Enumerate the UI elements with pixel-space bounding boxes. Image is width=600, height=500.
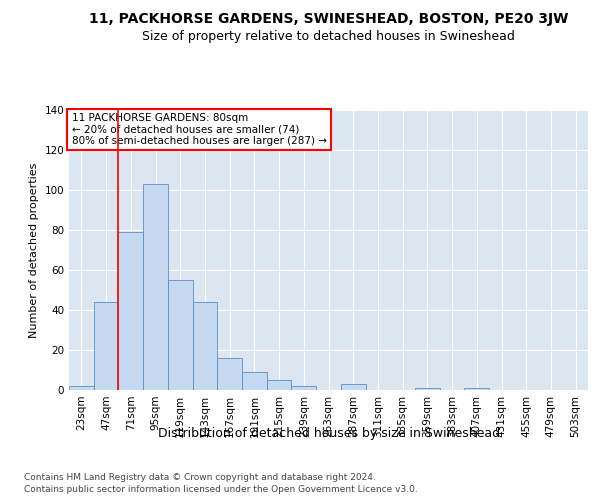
Bar [267, 380, 292, 390]
Bar [193, 302, 217, 390]
Bar [242, 372, 267, 390]
Bar [217, 358, 242, 390]
Text: Size of property relative to detached houses in Swineshead: Size of property relative to detached ho… [142, 30, 515, 43]
Text: Contains public sector information licensed under the Open Government Licence v3: Contains public sector information licen… [24, 485, 418, 494]
Text: Distribution of detached houses by size in Swineshead: Distribution of detached houses by size … [158, 428, 500, 440]
Bar [143, 184, 168, 390]
Text: Contains HM Land Registry data © Crown copyright and database right 2024.: Contains HM Land Registry data © Crown c… [24, 472, 376, 482]
Bar [464, 388, 489, 390]
Bar [94, 302, 118, 390]
Bar [415, 388, 440, 390]
Bar [292, 386, 316, 390]
Bar [69, 386, 94, 390]
Bar [341, 384, 365, 390]
Bar [168, 280, 193, 390]
Y-axis label: Number of detached properties: Number of detached properties [29, 162, 39, 338]
Text: 11 PACKHORSE GARDENS: 80sqm
← 20% of detached houses are smaller (74)
80% of sem: 11 PACKHORSE GARDENS: 80sqm ← 20% of det… [71, 113, 326, 146]
Bar [118, 232, 143, 390]
Text: 11, PACKHORSE GARDENS, SWINESHEAD, BOSTON, PE20 3JW: 11, PACKHORSE GARDENS, SWINESHEAD, BOSTO… [89, 12, 568, 26]
